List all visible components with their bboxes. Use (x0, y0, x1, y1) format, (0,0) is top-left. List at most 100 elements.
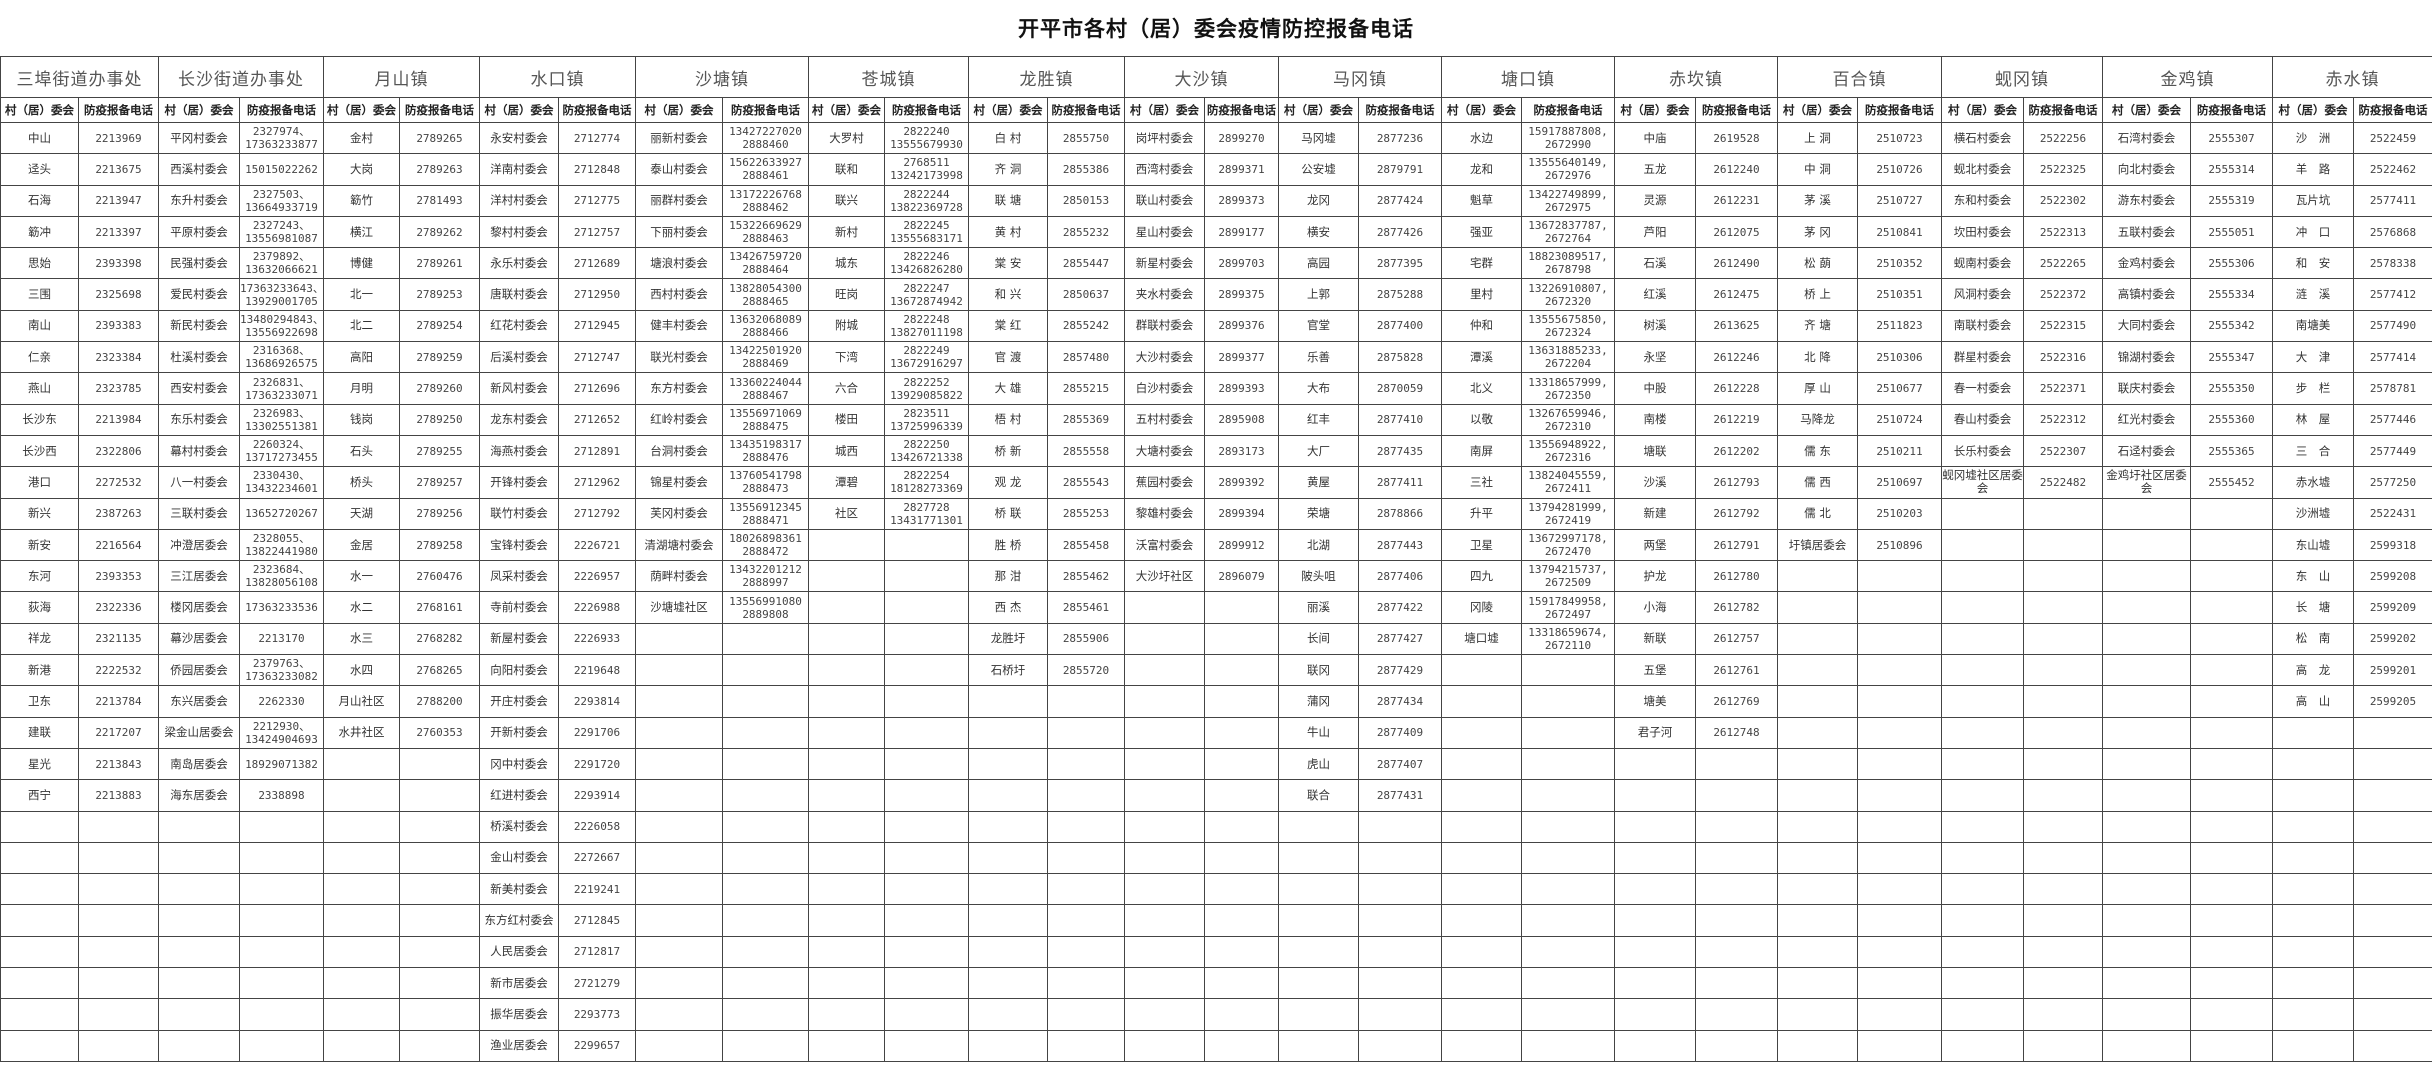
phone-cell: 2855386 (1047, 153, 1125, 186)
phone-cell (239, 935, 324, 969)
committee-name-cell: 凤采村委会 (479, 560, 559, 593)
phone-cell: 2555334 (2190, 278, 2273, 311)
contact-table: 三埠街道办事处 长沙街道办事处 月山镇 水口镇 沙塘镇 苍城镇 龙胜镇 大沙镇 马冈镇 塘口镇 赤坎… (0, 56, 2432, 1062)
phone-cell: 2855720 (1047, 654, 1125, 687)
phone-cell: 2612769 (1695, 685, 1778, 718)
phone-cell: 2393398 (78, 247, 159, 280)
phone-cell: 2291720 (558, 747, 636, 781)
committee-name-cell: 高镇村委会 (2102, 278, 2191, 311)
phone-cell (884, 904, 969, 937)
committee-name-cell: 中山 (0, 121, 79, 155)
phone-cell: 2577490 (2353, 309, 2432, 343)
committee-name-cell (0, 935, 79, 969)
phone-cell: 2555314 (2190, 153, 2273, 186)
phone-cell (884, 967, 969, 1000)
phone-cell: 13632068089 2888466 (722, 309, 809, 343)
phone-cell: 2323785 (78, 372, 159, 405)
committee-name-cell (1441, 841, 1522, 875)
town-header: 水口镇 (479, 56, 636, 98)
phone-cell: 2326983、 13302551381 (239, 403, 324, 436)
committee-name-cell: 新港 (0, 654, 79, 687)
phone-cell: 2262330 (239, 685, 324, 718)
town-header: 苍城镇 (808, 56, 969, 98)
phone-cell (399, 841, 480, 875)
town-header: 百合镇 (1777, 56, 1942, 98)
phone-cell: 2850153 (1047, 184, 1125, 217)
phone-cell: 2577449 (2353, 434, 2432, 468)
committee-name-cell (1941, 967, 2024, 1000)
phone-cell: 2612782 (1695, 591, 1778, 624)
committee-name-cell (635, 998, 723, 1031)
committee-name-cell (1614, 841, 1696, 875)
committee-name-cell (1124, 591, 1205, 624)
committee-name-cell: 魁草 (1441, 184, 1522, 217)
committee-name-cell: 卫东 (0, 685, 79, 718)
phone-cell (722, 810, 809, 843)
phone-cell (2023, 685, 2103, 718)
phone-cell: 2599202 (2353, 622, 2432, 656)
committee-name-cell: 牛山 (1278, 716, 1359, 749)
committee-name-cell: 大布 (1278, 372, 1359, 405)
page-title: 开平市各村（居）委会疫情防控报备电话 (1018, 17, 1414, 41)
phone-cell (884, 841, 969, 875)
phone-cell: 2213170 (239, 622, 324, 656)
committee-name-cell (1441, 967, 1522, 1000)
phone-cell (239, 841, 324, 875)
phone-cell: 2612748 (1695, 716, 1778, 749)
committee-name-cell: 齐 塘 (1777, 309, 1858, 343)
committee-name-cell: 涟 溪 (2272, 278, 2354, 311)
committee-name-cell (1124, 779, 1205, 812)
phone-cell: 15917887808, 2672990 (1521, 121, 1615, 155)
phone-cell: 2522312 (2023, 403, 2103, 436)
phone-cell: 13556971069 2888475 (722, 403, 809, 436)
committee-name-cell (1941, 998, 2024, 1031)
phone-cell (884, 810, 969, 843)
committee-name-cell (1614, 904, 1696, 937)
phone-cell (1857, 904, 1942, 937)
committee-name-cell: 梁金山居委会 (158, 716, 240, 749)
committee-name-cell: 松 蓢 (1777, 247, 1858, 280)
committee-name-cell (2272, 904, 2354, 937)
committee-name-cell: 三社 (1441, 466, 1522, 499)
phone-cell (884, 935, 969, 969)
phone-cell (2190, 810, 2273, 843)
phone-cell: 2822254 18128273369 (884, 466, 969, 499)
phone-cell: 2877443 (1358, 528, 1442, 562)
committee-name-cell (1777, 967, 1858, 1000)
phone-cell: 13480294843、 13556922698 (239, 309, 324, 343)
phone-cell (2353, 1029, 2432, 1062)
committee-name-cell: 芦阳 (1614, 215, 1696, 249)
committee-name-cell: 五龙 (1614, 153, 1696, 186)
committee-name-cell (2272, 841, 2354, 875)
phone-cell: 17363233536 (239, 591, 324, 624)
phone-cell: 2855558 (1047, 434, 1125, 468)
phone-cell: 13435198317 2888476 (722, 434, 809, 468)
committee-name-cell (323, 904, 400, 937)
committee-name-cell: 灵源 (1614, 184, 1696, 217)
table-row: 荻海 2322336 楼冈居委会 17363233536 水二 2768161 寺前村委会 2… (0, 591, 2432, 624)
phone-cell: 2577414 (2353, 341, 2432, 374)
committee-name-cell (1614, 967, 1696, 1000)
phone-cell: 13267659946, 2672310 (1521, 403, 1615, 436)
phone-cell: 2712652 (558, 403, 636, 436)
committee-name-cell: 树溪 (1614, 309, 1696, 343)
phone-cell: 13556912345 2888471 (722, 497, 809, 530)
town-header-row: 三埠街道办事处 长沙街道办事处 月山镇 水口镇 沙塘镇 苍城镇 龙胜镇 大沙镇 马冈镇 塘口镇 赤坎… (0, 56, 2432, 98)
committee-name-cell (2102, 716, 2191, 749)
phone-cell (2023, 716, 2103, 749)
phone-cell: 2822240 13555679930 (884, 121, 969, 155)
phone-cell (722, 904, 809, 937)
committee-name-cell (968, 685, 1048, 718)
phone-cell (884, 528, 969, 562)
committee-name-cell: 蚬南村委会 (1941, 247, 2024, 280)
committee-name-cell (158, 810, 240, 843)
committee-name-cell (0, 1029, 79, 1062)
committee-name-cell: 东山墟 (2272, 528, 2354, 562)
phone-cell: 2299657 (558, 1029, 636, 1062)
town-header: 马冈镇 (1278, 56, 1442, 98)
committee-name-cell: 龙东村委会 (479, 403, 559, 436)
phone-cell (1204, 779, 1279, 812)
committee-name-cell (808, 685, 885, 718)
committee-name-cell: 北二 (323, 309, 400, 343)
committee-name-cell: 红花村委会 (479, 309, 559, 343)
